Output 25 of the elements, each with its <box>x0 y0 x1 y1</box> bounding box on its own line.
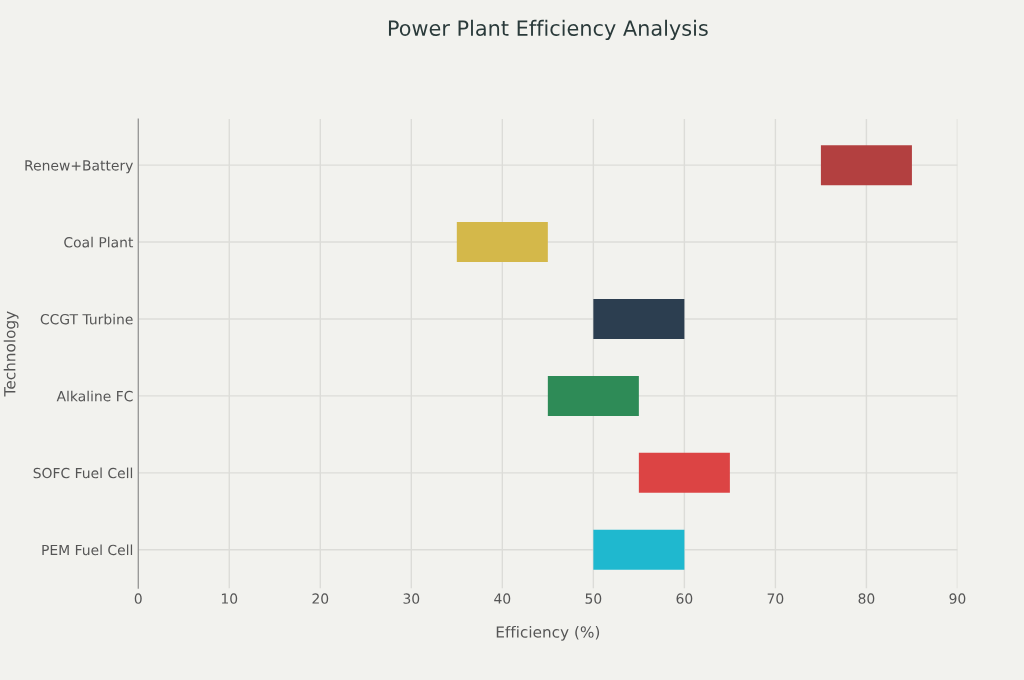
y-tick-label: Coal Plant <box>64 236 134 248</box>
x-tick-label: 50 <box>585 593 602 604</box>
bar <box>547 375 639 416</box>
x-tick-label: 90 <box>949 593 966 604</box>
x-tick-label: 0 <box>134 593 142 604</box>
x-axis-title: Efficiency (%) <box>496 625 600 641</box>
y-tick-label: Renew+Battery <box>25 160 133 174</box>
chart-title: Power Plant Efficiency Analysis <box>388 19 708 40</box>
x-tick-label: 60 <box>676 593 693 604</box>
x-tick-label: 40 <box>494 593 511 604</box>
x-tick-label: 30 <box>403 593 420 604</box>
bar <box>593 298 685 339</box>
x-tick-label: 70 <box>767 593 784 604</box>
y-tick-label: CCGT Turbine <box>40 313 133 325</box>
y-axis-title: Technology <box>3 311 19 397</box>
y-tick-label: Alkaline FC <box>56 390 133 402</box>
bar <box>456 222 548 263</box>
x-tick-label: 80 <box>858 593 875 604</box>
x-tick-label: 20 <box>312 593 329 604</box>
bar <box>593 529 685 570</box>
y-tick-label: PEM Fuel Cell <box>42 544 133 556</box>
bar <box>820 145 912 186</box>
bar <box>638 452 730 493</box>
y-tick-label: SOFC Fuel Cell <box>33 467 133 479</box>
x-tick-label: 10 <box>221 593 238 604</box>
